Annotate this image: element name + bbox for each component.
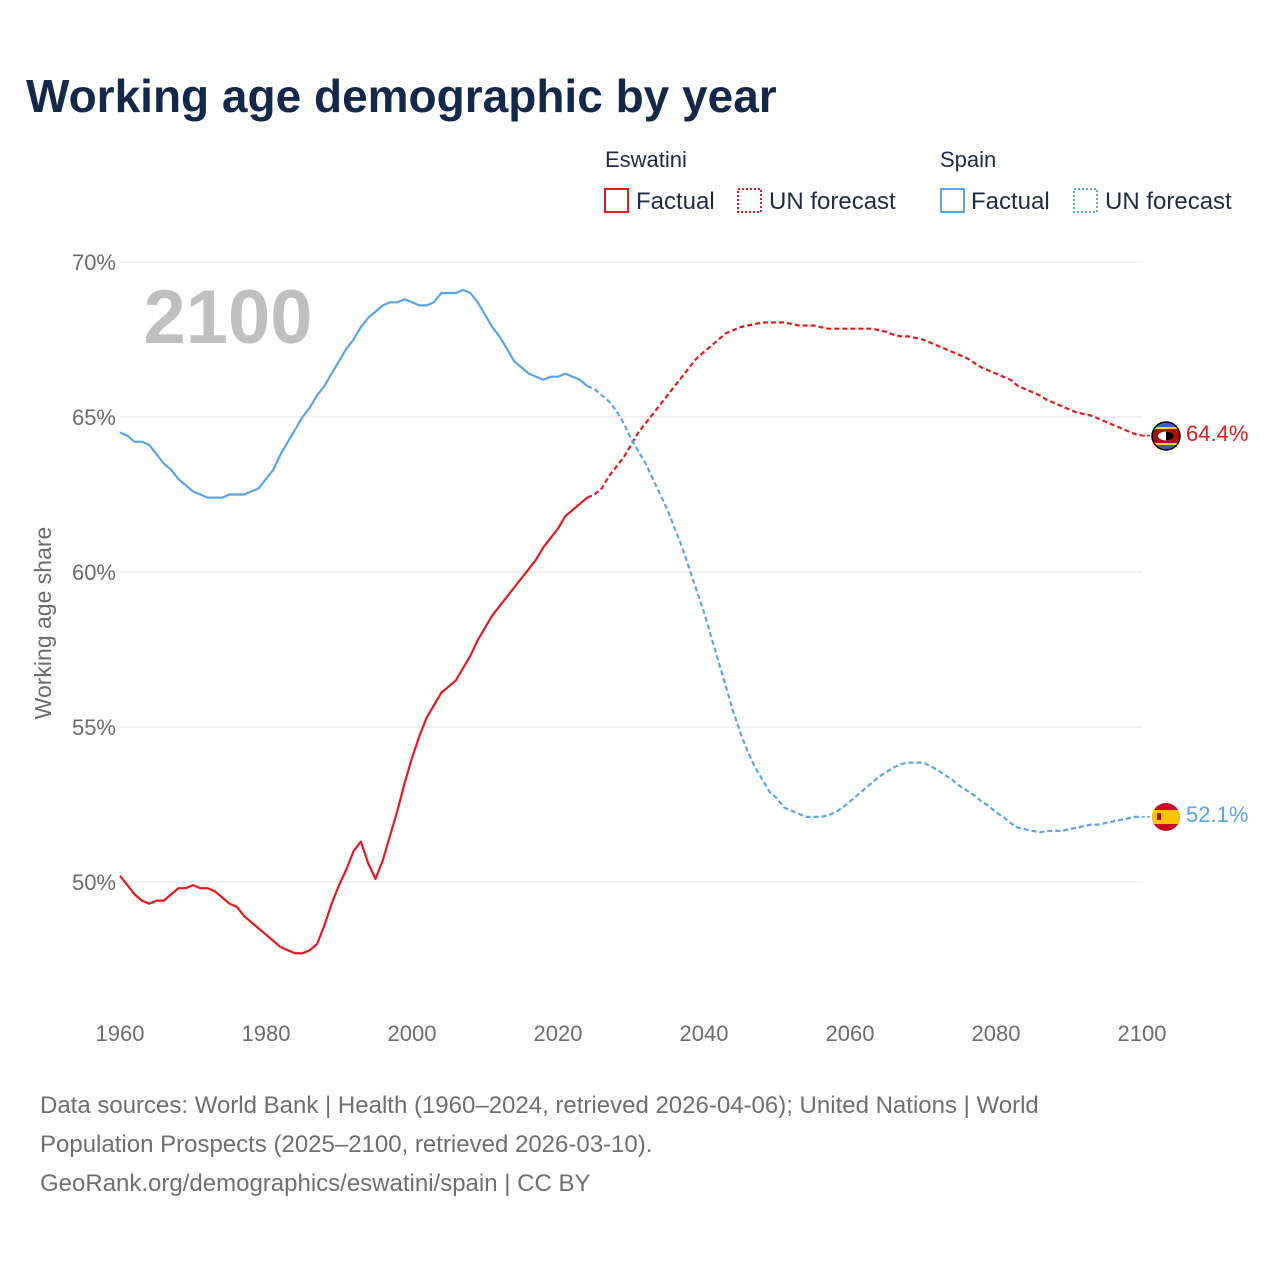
y-tick-label: 65%	[72, 405, 116, 430]
x-tick-label: 1980	[242, 1021, 291, 1046]
year-watermark: 2100	[143, 275, 312, 360]
source-link[interactable]: GeoRank.org/demographics/eswatini/spain …	[40, 1170, 591, 1197]
flag-spain-icon	[1152, 803, 1180, 831]
legend-swatch-eswatini-forecast	[737, 188, 762, 213]
x-tick-label: 2060	[826, 1021, 875, 1046]
series-line-spain-factual	[119, 288, 588, 499]
x-tick-label: 2020	[534, 1021, 583, 1046]
chart-title: Working age demographic by year	[26, 70, 777, 122]
x-axis-ticks: 1960 1980 2000 2020 2040 2060 2080 2100	[96, 1021, 1167, 1046]
series-line-spain-forecast	[586, 384, 1142, 834]
y-tick-label: 55%	[72, 715, 116, 740]
x-tick-label: 2000	[388, 1021, 437, 1046]
source-line-1: Data sources: World Bank | Health (1960–…	[40, 1092, 1039, 1119]
legend-label-eswatini-factual: Factual	[636, 188, 715, 215]
legend-group-eswatini: Eswatini	[605, 147, 687, 172]
y-axis-label: Working age share	[30, 527, 56, 720]
legend-label-spain-forecast: UN forecast	[1105, 188, 1232, 215]
legend-swatch-eswatini-factual	[604, 188, 629, 213]
legend-swatch-spain-forecast	[1073, 188, 1098, 213]
x-tick-label: 2040	[680, 1021, 729, 1046]
source-line-2: Population Prospects (2025–2100, retriev…	[40, 1131, 652, 1158]
end-label-eswatini: 64.4%	[1186, 421, 1248, 446]
x-tick-label: 1960	[96, 1021, 145, 1046]
y-axis-ticks: 50% 55% 60% 65% 70%	[72, 250, 116, 895]
y-tick-label: 70%	[72, 250, 116, 275]
legend-label-spain-factual: Factual	[971, 188, 1050, 215]
x-tick-label: 2100	[1118, 1021, 1167, 1046]
legend-label-eswatini-forecast: UN forecast	[769, 188, 896, 215]
series-lines	[119, 288, 1152, 955]
x-tick-label: 2080	[972, 1021, 1021, 1046]
y-tick-label: 50%	[72, 870, 116, 895]
legend-swatch-spain-factual	[940, 188, 965, 213]
series-line-eswatini-forecast	[586, 321, 1143, 499]
end-label-spain: 52.1%	[1186, 802, 1248, 827]
legend-group-spain: Spain	[940, 147, 996, 172]
grid	[120, 261, 1142, 883]
flag-eswatini-icon	[1151, 421, 1181, 451]
y-tick-label: 60%	[72, 560, 116, 585]
legend: Eswatini Factual UN forecast Spain Factu…	[604, 147, 1232, 215]
series-line-eswatini-factual	[119, 496, 588, 955]
